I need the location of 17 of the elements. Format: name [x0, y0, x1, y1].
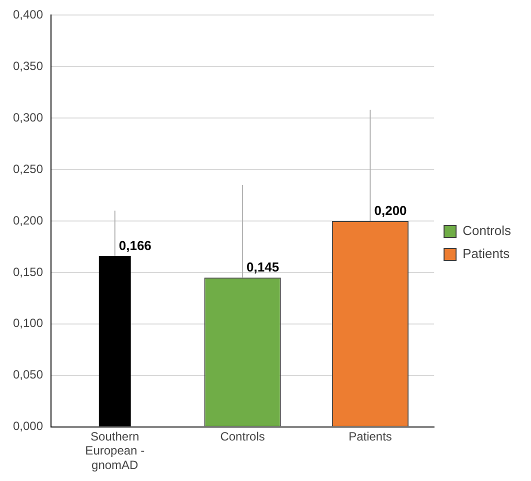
data-label: 0,166	[118, 238, 152, 254]
y-tick-label: 0,150	[13, 264, 44, 279]
x-tick-label: Patients	[348, 429, 392, 444]
data-label: 0,200	[374, 203, 407, 218]
y-tick-label: 0,400	[13, 8, 44, 22]
x-tick-label: Controls	[220, 429, 265, 444]
y-tick-label: 0,000	[13, 419, 44, 434]
y-tick-label: 0,300	[13, 110, 44, 124]
legend-label: Patients	[462, 246, 510, 262]
x-tick-label: Southern European - gnomAD	[85, 429, 145, 472]
y-tick-label: 0,200	[13, 213, 44, 228]
legend-label: Controls	[462, 223, 512, 238]
data-label: 0,145	[246, 260, 280, 275]
y-tick-label: 0,050	[13, 368, 44, 382]
y-tick-label: 0,250	[13, 162, 44, 176]
y-tick-label: 0,350	[13, 58, 44, 73]
y-tick-label: 0,100	[13, 316, 44, 330]
